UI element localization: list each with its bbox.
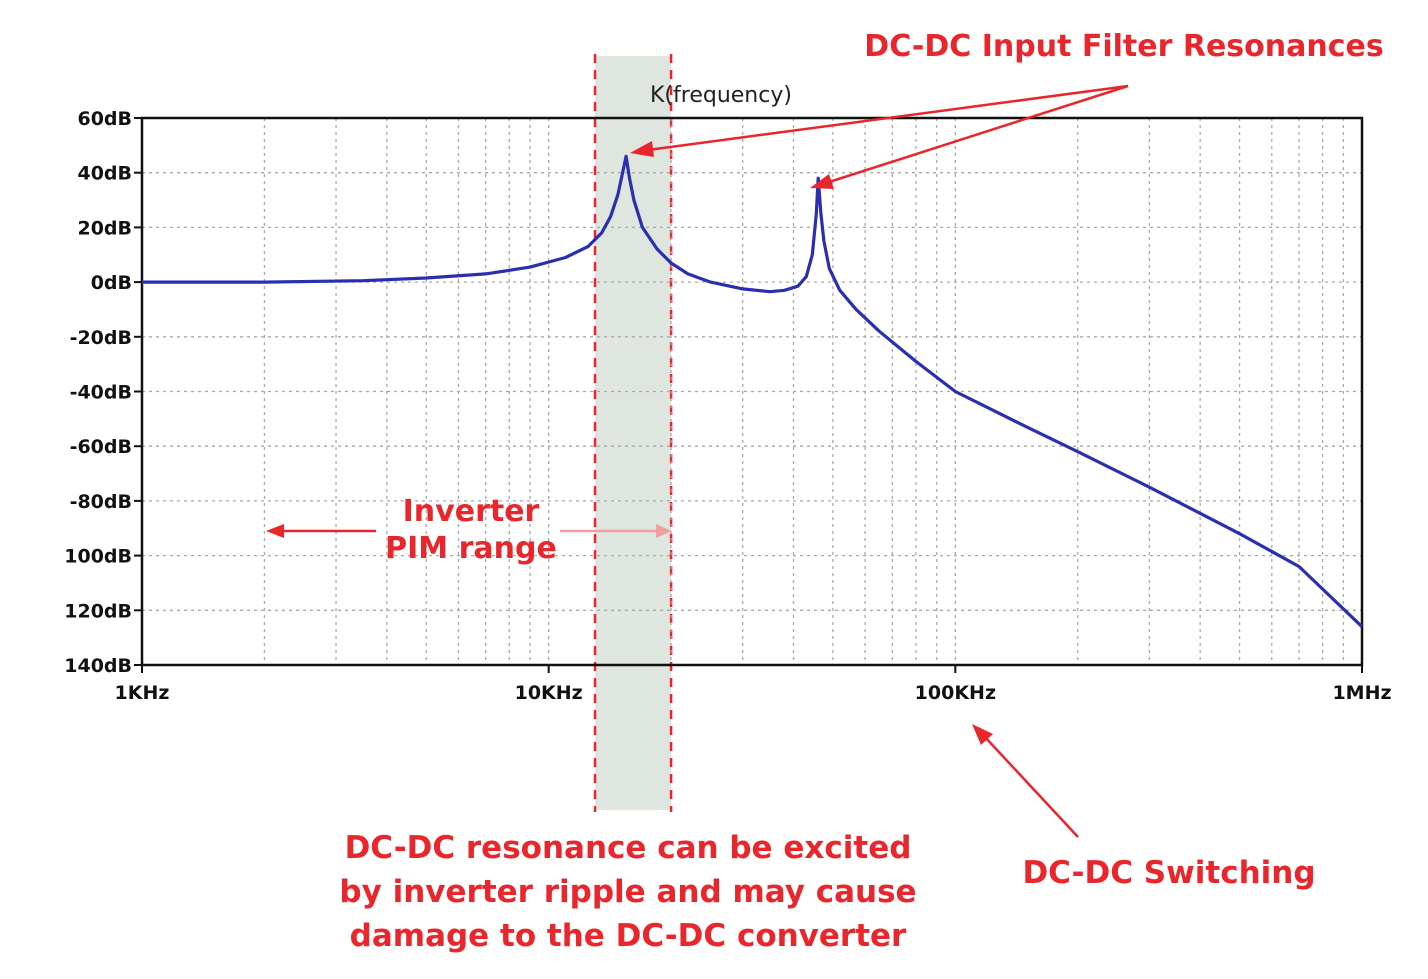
arrow-head-switching [972,724,993,745]
y-tick-label: 0dB [91,272,132,294]
x-tick-label: 100KHz [915,682,996,704]
series-legend-label: K(frequency) [650,83,792,108]
y-tick-label: 20dB [77,217,132,239]
annotation-layer: DC-DC Input Filter Resonances Inverter P… [266,29,1384,954]
y-tick-label: -60dB [70,436,132,458]
y-tick-label: -20dB [70,327,132,349]
y-tick-label: 120dB [64,600,132,622]
annotation-inverter: Inverter [403,494,540,529]
x-tick-label: 10KHz [515,682,583,704]
arrow-head-resonance-2 [810,174,834,189]
grid-layer [141,117,1363,666]
x-tick-label: 1KHz [115,682,170,704]
annotation-resonance-line-1: DC-DC resonance can be excited [345,830,912,866]
y-tick-label: -80dB [70,491,132,513]
annotation-pim-range: PIM range [385,531,557,566]
y-tick-label: 40dB [77,163,132,185]
arrow-head-pim-right [656,524,672,538]
arrow-switching [983,735,1079,838]
axis-layer: 60dB 40dB 20dB 0dB -20dB -40dB -60dB -80dB 100dB… [64,108,1391,704]
annotation-resonance-line-3: damage to the DC-DC converter [350,918,907,954]
shaded-band-layer [593,54,673,812]
y-tick-label: 140dB [64,655,132,677]
annotation-dcdc-switching: DC-DC Switching [1022,855,1315,891]
pim-band [595,56,672,810]
arrow-resonance-2 [825,84,1129,185]
series-line-0 [142,154,1364,628]
x-tick-label: 1MHz [1332,682,1391,704]
y-tick-label: 60dB [77,108,132,130]
annotation-resonance-line-2: by inverter ripple and may cause [339,874,916,910]
y-tick-label: -40dB [70,382,132,404]
y-tick-label: 100dB [64,546,132,568]
arrow-head-resonance-1 [630,141,654,157]
arrow-head-pim-left [266,524,284,538]
arrow-resonance-1 [647,84,1129,152]
annotation-input-filter-resonances: DC-DC Input Filter Resonances [864,29,1383,64]
series-layer [142,154,1364,628]
